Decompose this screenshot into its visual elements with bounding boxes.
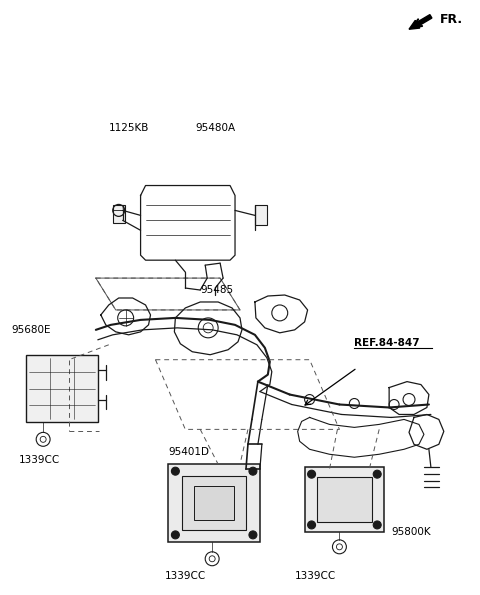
FancyBboxPatch shape xyxy=(194,486,234,520)
FancyBboxPatch shape xyxy=(305,467,384,532)
Circle shape xyxy=(249,531,257,539)
Circle shape xyxy=(171,531,180,539)
FancyBboxPatch shape xyxy=(255,205,267,226)
FancyArrow shape xyxy=(409,15,432,29)
Text: 95680E: 95680E xyxy=(12,325,51,335)
FancyBboxPatch shape xyxy=(182,476,246,530)
Circle shape xyxy=(308,521,315,529)
FancyBboxPatch shape xyxy=(316,477,372,522)
Text: 95480A: 95480A xyxy=(195,123,235,133)
Circle shape xyxy=(171,467,180,475)
Text: 95485: 95485 xyxy=(200,285,233,295)
Text: 95401D: 95401D xyxy=(168,447,209,457)
Text: REF.84-847: REF.84-847 xyxy=(354,338,420,347)
FancyBboxPatch shape xyxy=(26,355,98,422)
Text: 1339CC: 1339CC xyxy=(295,571,336,581)
Text: FR.: FR. xyxy=(440,13,463,26)
FancyBboxPatch shape xyxy=(168,464,260,542)
Text: 1339CC: 1339CC xyxy=(19,455,60,465)
FancyBboxPatch shape xyxy=(113,205,125,223)
Text: 95800K: 95800K xyxy=(391,527,431,537)
Circle shape xyxy=(373,470,381,478)
Circle shape xyxy=(308,470,315,478)
Text: 1339CC: 1339CC xyxy=(165,571,206,581)
Circle shape xyxy=(249,467,257,475)
Circle shape xyxy=(373,521,381,529)
Text: 1125KB: 1125KB xyxy=(109,123,149,133)
